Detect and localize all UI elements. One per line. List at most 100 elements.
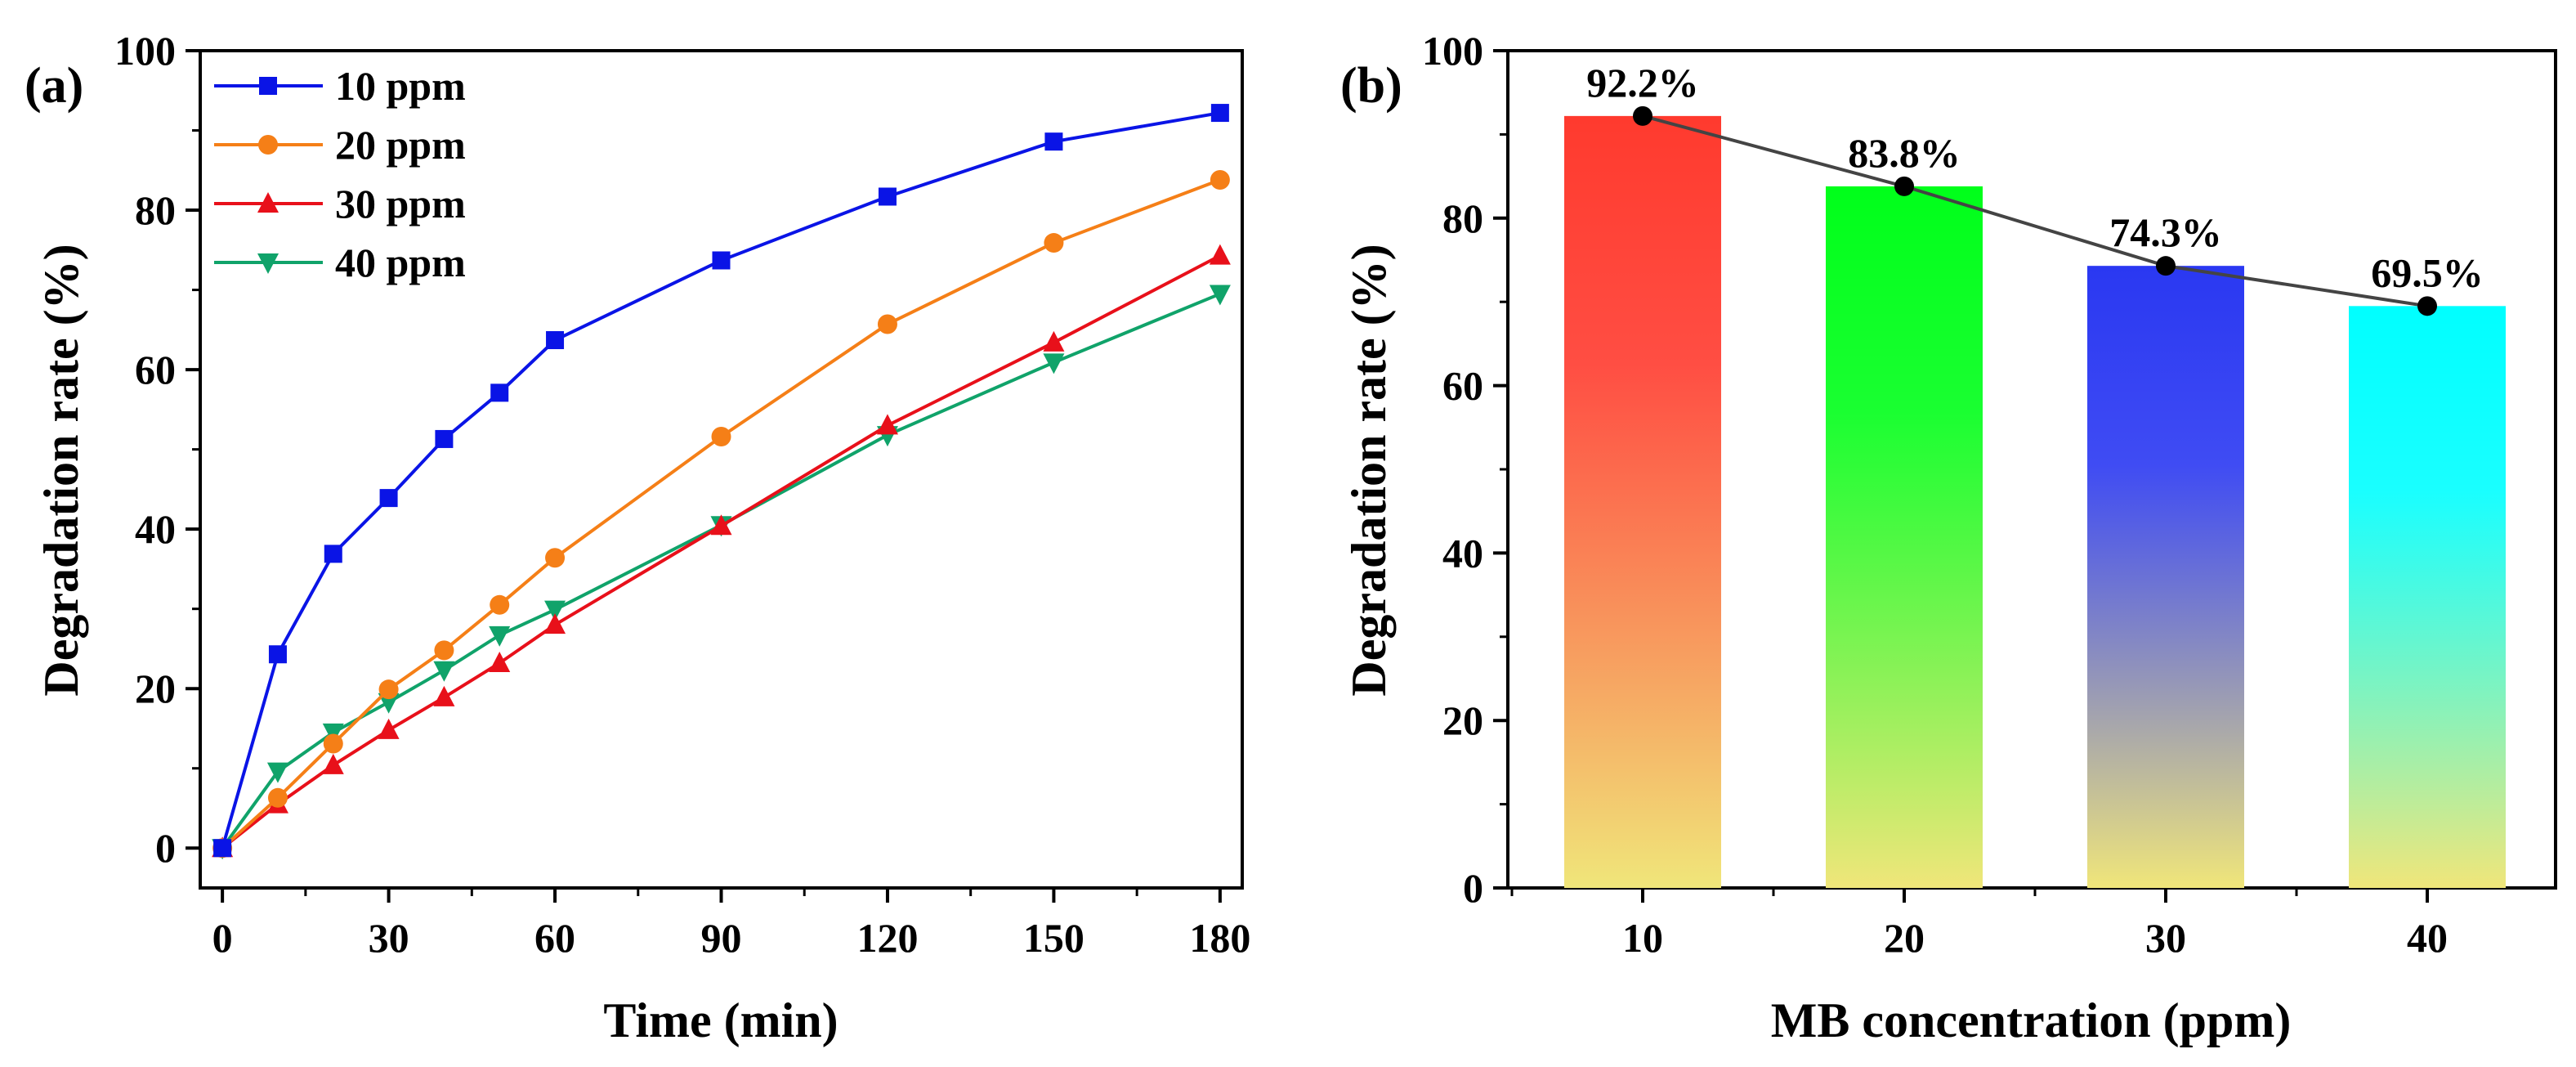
- data-point: [435, 429, 454, 448]
- panel-b-bars: [1564, 115, 2506, 889]
- legend-item: 40 ppm: [214, 240, 466, 285]
- data-label: 74.3%: [2109, 209, 2222, 255]
- y-tick-label: 60: [135, 347, 176, 392]
- series-30-ppm: [212, 244, 1231, 858]
- x-tick-label: 120: [856, 915, 918, 961]
- y-tick-label: 40: [135, 506, 176, 552]
- panel-b-y-tick-labels: 0 20 40 60 80 100: [1422, 28, 1483, 911]
- panel-b-ticks: [1493, 49, 2429, 903]
- panel-b-x-tick-labels: 10 20 30 40: [1622, 915, 2448, 961]
- x-tick-label: 20: [1884, 915, 1925, 961]
- panel-a-legend: 10 ppm 20 ppm 30 ppm 40 ppm: [214, 63, 466, 285]
- data-point: [877, 314, 897, 334]
- data-point: [266, 762, 288, 783]
- data-point: [489, 625, 511, 647]
- legend-label: 30 ppm: [335, 181, 466, 226]
- panel-a-series: [212, 104, 1231, 860]
- legend-marker: [258, 135, 278, 155]
- y-tick-label: 100: [114, 28, 176, 74]
- data-point: [1210, 169, 1230, 190]
- data-point: [544, 600, 566, 621]
- x-tick-label: 30: [369, 915, 409, 961]
- data-point: [490, 383, 509, 402]
- y-tick-label: 0: [1463, 865, 1483, 911]
- data-point: [876, 414, 898, 435]
- trend-point: [1894, 176, 1914, 196]
- data-point: [711, 427, 731, 447]
- legend-label: 20 ppm: [335, 122, 466, 168]
- data-point: [1043, 330, 1065, 352]
- data-point: [1210, 104, 1229, 123]
- y-tick-label: 100: [1422, 28, 1483, 74]
- legend-item: 30 ppm: [214, 181, 466, 226]
- data-point: [267, 787, 288, 808]
- y-tick-label: 60: [1442, 363, 1483, 409]
- series-10-ppm: [213, 104, 1229, 858]
- y-tick-label: 20: [135, 666, 176, 711]
- panel-a-label: (a): [25, 58, 83, 114]
- panel-b-label: (b): [1340, 58, 1402, 114]
- data-label: 83.8%: [1848, 130, 1961, 176]
- x-tick-label: 0: [212, 915, 233, 961]
- y-tick-label: 20: [1442, 697, 1483, 743]
- legend-marker: [257, 192, 279, 213]
- x-tick-label: 10: [1622, 915, 1663, 961]
- panel-a-y-tick-labels: 0 20 40 60 80 100: [114, 28, 176, 871]
- series-line: [221, 292, 1221, 850]
- data-point: [1209, 285, 1231, 306]
- legend-item: 20 ppm: [214, 122, 466, 168]
- data-point: [710, 514, 732, 536]
- legend-marker: [257, 253, 279, 274]
- legend-item: 10 ppm: [214, 63, 466, 109]
- data-point: [1044, 233, 1064, 253]
- y-tick-label: 0: [155, 825, 176, 871]
- trend-line: [1642, 114, 2428, 308]
- legend-marker: [259, 77, 277, 95]
- bar-40: [2349, 306, 2506, 888]
- x-tick-label: 150: [1023, 915, 1085, 961]
- panel-a-x-axis-title: Time (min): [603, 993, 838, 1047]
- data-point: [322, 753, 344, 774]
- data-point: [378, 679, 399, 700]
- y-tick-label: 80: [135, 187, 176, 233]
- x-tick-label: 40: [2407, 915, 2448, 961]
- trend-point: [2417, 296, 2437, 316]
- panel-b-trend: [1633, 105, 2437, 316]
- x-tick-label: 60: [534, 915, 575, 961]
- panel-b-data-labels: 92.2% 83.8% 74.3% 69.5%: [1586, 60, 2484, 295]
- data-point: [1044, 132, 1063, 151]
- data-point: [546, 331, 565, 350]
- x-tick-label: 30: [2145, 915, 2186, 961]
- data-point: [1209, 244, 1231, 265]
- data-point: [434, 640, 454, 661]
- bar-20: [1826, 186, 1983, 888]
- data-label: 69.5%: [2371, 249, 2484, 295]
- y-tick-label: 40: [1442, 530, 1483, 576]
- y-tick-label: 80: [1442, 195, 1483, 241]
- data-point: [1043, 353, 1065, 374]
- data-point: [322, 723, 344, 744]
- data-point: [268, 645, 287, 664]
- bar-30: [2087, 266, 2244, 889]
- panel-b-y-axis-title: Degradation rate (%): [1342, 244, 1396, 696]
- data-point: [544, 613, 566, 634]
- data-point: [324, 545, 342, 563]
- data-point: [213, 839, 232, 858]
- x-tick-label: 90: [701, 915, 742, 961]
- trend-point: [1633, 105, 1652, 126]
- series-40-ppm: [212, 285, 1231, 860]
- x-tick-label: 180: [1189, 915, 1250, 961]
- bar-10: [1564, 115, 1721, 888]
- data-point: [378, 718, 400, 739]
- data-point: [378, 693, 400, 714]
- series-line: [221, 253, 1221, 850]
- data-point: [489, 651, 511, 672]
- panel-a-line-chart: (a) 0 30 60 90 120 150 180 0 20 40 60 80 100 10 ppm…: [25, 28, 1250, 1047]
- data-point: [433, 685, 455, 706]
- data-point: [878, 187, 897, 206]
- panel-b-x-axis-title: MB concentration (ppm): [1771, 993, 2292, 1047]
- data-point: [490, 594, 510, 615]
- panel-a-plot-frame: [199, 49, 1244, 890]
- panel-b-bar-chart: (b) 10 20 30 40 0 20 40 60 80 100 92.2% 83.8% 74.3…: [1340, 28, 2557, 1047]
